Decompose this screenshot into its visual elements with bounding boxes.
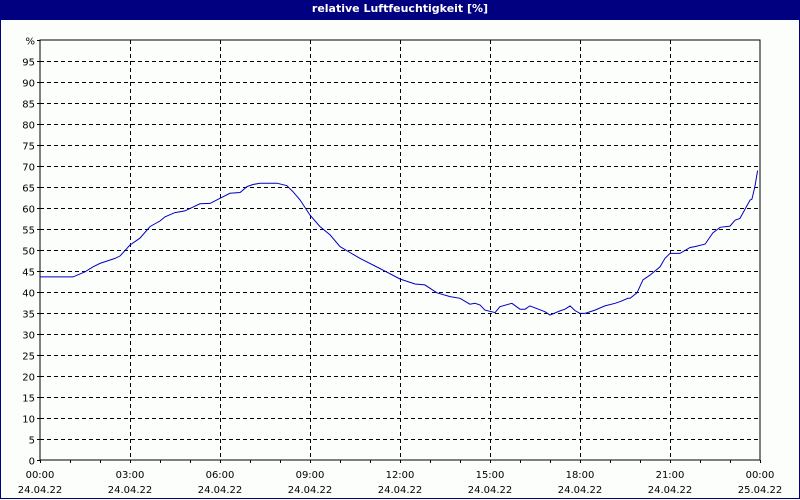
x-tick-date: 24.04.22 [198,485,243,496]
y-tick-label: 80 [22,121,35,132]
y-tick-label: 45 [22,268,35,279]
y-tick-label: 70 [22,163,35,174]
x-tick-date: 24.04.22 [468,485,513,496]
y-tick-label: 35 [22,310,35,321]
y-axis-labels: 0 5 10 15 20 25 30 35 40 45 50 55 60 65 70 75 80 85 90 95% [22,37,35,468]
y-tick-label: 10 [22,415,35,426]
y-tick-label: 95 [22,58,35,69]
x-tick-date: 24.04.22 [648,485,693,496]
x-tick-time: 03:00 [116,470,145,481]
x-tick-date: 24.04.22 [108,485,153,496]
x-tick-time: 06:00 [206,470,235,481]
y-tick-label: 85 [22,100,35,111]
y-tick-label: % [25,37,35,48]
x-tick-date: 25.04.22 [738,485,783,496]
x-tick-time: 00:00 [26,470,55,481]
x-tick-date: 24.04.22 [558,485,603,496]
x-tick-date: 24.04.22 [18,485,63,496]
x-tick-date: 24.04.22 [378,485,423,496]
x-tick-time: 15:00 [476,470,505,481]
y-tick-label: 65 [22,184,35,195]
y-tick-label: 60 [22,205,35,216]
chart-title: relative Luftfeuchtigkeit [%] [0,0,800,20]
y-tick-label: 0 [29,457,35,468]
humidity-series-line [40,170,759,316]
y-tick-label: 75 [22,142,35,153]
y-tick-label: 20 [22,373,35,384]
x-tick-time: 21:00 [656,470,685,481]
x-tick-time: 09:00 [296,470,325,481]
y-tick-label: 25 [22,352,35,363]
x-tick-time: 00:00 [746,470,775,481]
x-tick-time: 18:00 [566,470,595,481]
x-axis-labels: 00:00 24.04.22 03:00 24.04.22 06:00 24.04.22 0… [18,470,783,496]
y-tick-label: 5 [29,436,35,447]
grid-lines [37,40,761,463]
x-tick-date: 24.04.22 [288,485,333,496]
x-tick-time: 12:00 [386,470,415,481]
y-tick-label: 50 [22,247,35,258]
y-tick-label: 30 [22,331,35,342]
y-tick-label: 55 [22,226,35,237]
y-tick-label: 40 [22,289,35,300]
y-tick-label: 15 [22,394,35,405]
y-tick-label: 90 [22,79,35,90]
plot-area-border [39,39,761,461]
